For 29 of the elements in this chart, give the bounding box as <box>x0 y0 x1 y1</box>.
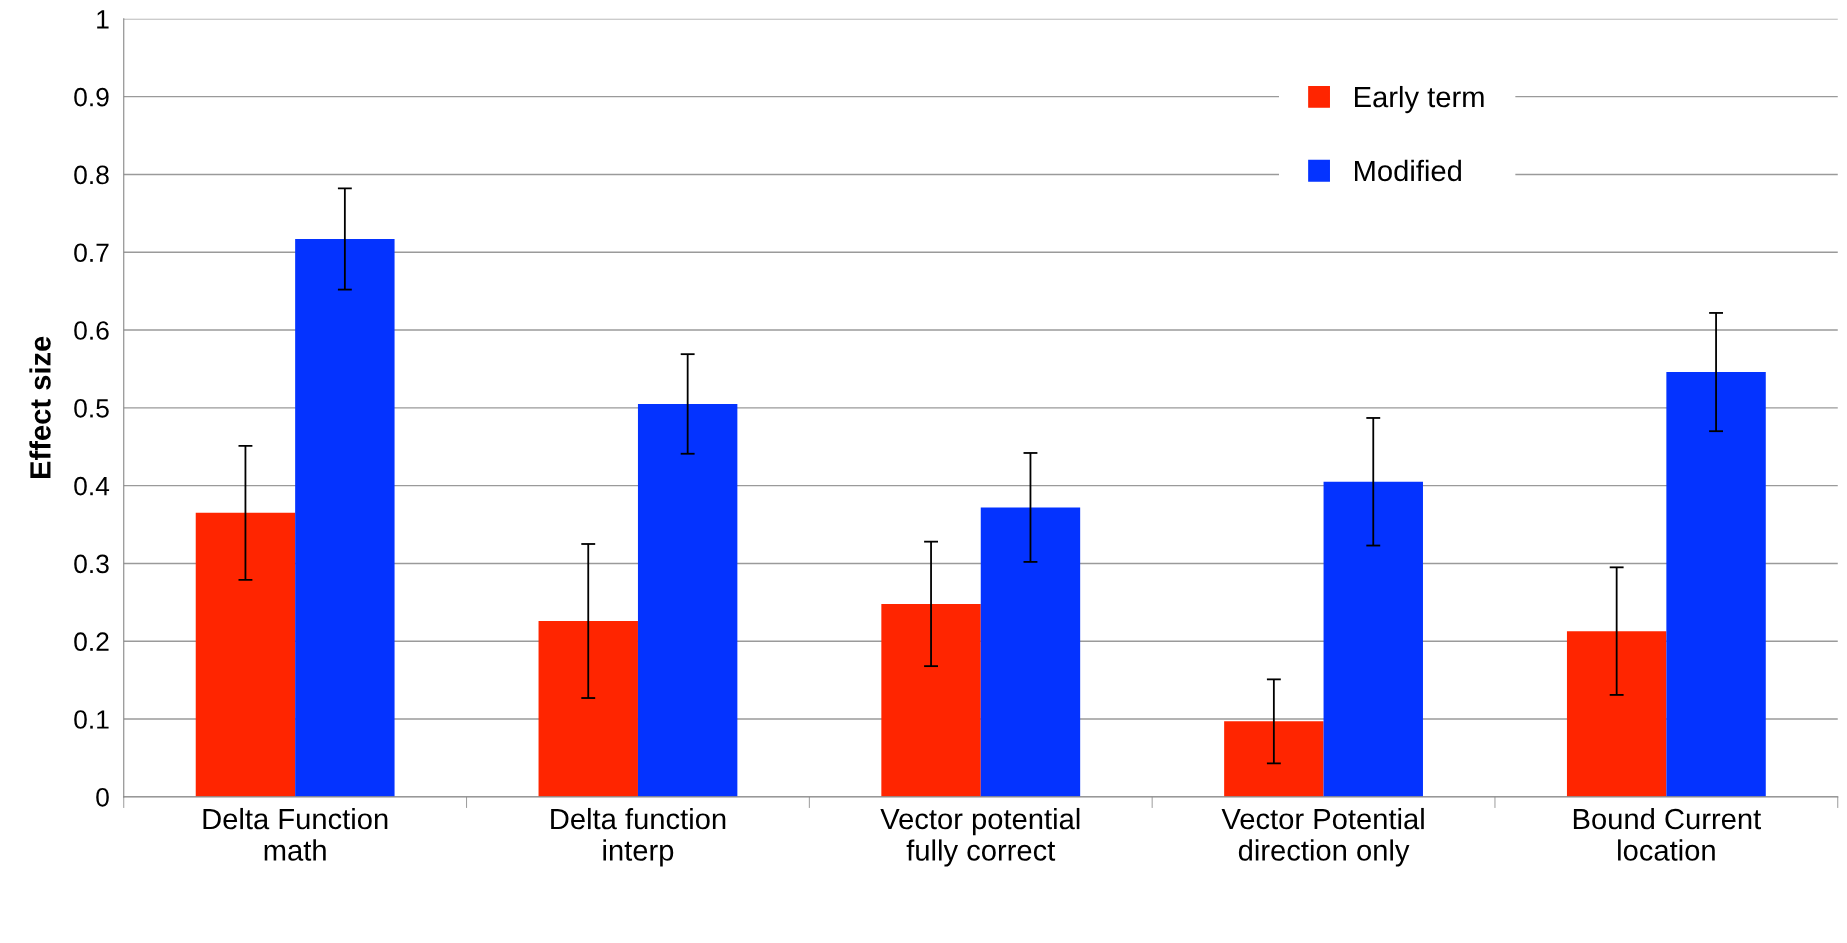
bar <box>881 603 981 797</box>
bar <box>1323 481 1423 797</box>
x-tick-label: Delta function interp <box>551 807 726 867</box>
y-tick-label: 0.3 <box>74 554 109 574</box>
x-tick-label: Vector potential fully correct <box>880 807 1080 867</box>
y-tick-label: 0.2 <box>74 632 109 652</box>
y-tick-label: 0.6 <box>74 321 109 340</box>
y-tick-label: 1 <box>97 10 109 29</box>
bar <box>637 403 738 797</box>
y-tick-label: 0.1 <box>74 710 109 729</box>
y-axis-title: Effect size <box>29 336 51 479</box>
y-tick-label: 0 <box>96 787 109 807</box>
y-tick-label: 0.4 <box>74 476 110 496</box>
y-tick-label: 0.9 <box>74 87 109 107</box>
bar <box>195 512 296 797</box>
bar <box>1224 721 1324 797</box>
y-tick-label: 0.5 <box>74 398 109 418</box>
legend-label: Early term <box>1355 85 1484 114</box>
x-tick-label: Bound Current location <box>1573 807 1761 861</box>
bar <box>295 239 395 797</box>
bar <box>538 621 638 797</box>
y-tick-label: 0.7 <box>74 243 109 263</box>
x-tick-label: Vector Potential direction only <box>1221 807 1424 867</box>
bar <box>1666 372 1766 797</box>
x-tick-label: Delta Function math <box>203 807 388 861</box>
bar <box>1566 631 1667 797</box>
bar <box>980 507 1081 797</box>
legend-label: Modified <box>1355 159 1461 182</box>
y-tick-label: 0.8 <box>74 165 109 185</box>
